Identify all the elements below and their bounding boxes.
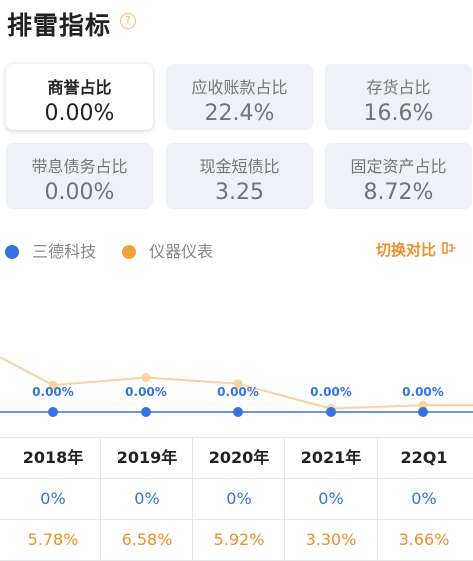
header-cell: 2018年	[22, 448, 84, 467]
industry-point[interactable]	[48, 380, 58, 390]
legend-item-industry[interactable]: 仪器仪表	[122, 238, 213, 262]
table-cell: 3.30%	[284, 520, 377, 560]
card-label: 带息债务占比	[31, 157, 128, 176]
card-goodwill-ratio[interactable]: 商誉占比 0.00%	[6, 64, 153, 130]
table-cell: 6.58%	[100, 520, 193, 560]
legend-dot-orange	[122, 245, 136, 259]
card-fixed-assets-ratio[interactable]: 固定资产占比 8.72%	[325, 143, 472, 209]
table-cell: 0%	[40, 489, 66, 508]
company-data-label: 0.00%	[125, 385, 167, 399]
industry-point[interactable]	[141, 372, 151, 382]
card-receivables-ratio[interactable]: 应收账款占比 22.4%	[166, 64, 313, 130]
card-label: 现金短债比	[199, 157, 280, 176]
table-cell: 0%	[284, 479, 377, 519]
card-label: 存货占比	[366, 78, 431, 97]
card-value: 0.00%	[44, 180, 115, 205]
company-data-label: 0.00%	[217, 385, 259, 399]
table-row: 5.78% 6.58% 5.92% 3.30% 3.66%	[0, 519, 473, 561]
company-point[interactable]	[326, 407, 336, 417]
legend-dot-blue	[5, 245, 19, 259]
card-cash-short-debt-ratio[interactable]: 现金短债比 3.25	[166, 143, 313, 209]
table-cell: 5.78%	[27, 530, 79, 549]
card-value: 0.00%	[44, 101, 115, 126]
trend-chart: 0.00% 0.00% 0.00% 0.00% 0.00%	[0, 356, 473, 417]
company-data-label: 0.00%	[402, 385, 444, 399]
card-value: 8.72%	[363, 180, 434, 205]
table-cell: 5.92%	[192, 520, 285, 560]
company-data-label: 0.00%	[310, 385, 352, 399]
data-table: 2018年 2019年 2020年 2021年 22Q1 0% 0% 0% 0%…	[0, 437, 473, 561]
switch-compare-label: 切换对比	[375, 241, 436, 259]
table-cell: 0%	[192, 479, 285, 519]
card-inventory-ratio[interactable]: 存货占比 16.6%	[325, 64, 472, 130]
compare-icon	[441, 241, 455, 259]
switch-compare-button[interactable]: 切换对比	[376, 239, 455, 260]
page-title: 排雷指标	[7, 11, 112, 40]
card-value: 3.25	[215, 180, 264, 205]
company-point[interactable]	[418, 407, 428, 417]
table-row: 0% 0% 0% 0% 0%	[0, 478, 473, 519]
industry-point[interactable]	[418, 400, 428, 410]
company-point[interactable]	[141, 407, 151, 417]
card-value: 22.4%	[204, 101, 275, 126]
card-label: 应收账款占比	[191, 78, 288, 97]
header-cell: 22Q1	[377, 438, 470, 478]
table-cell: 0%	[377, 479, 470, 519]
industry-point[interactable]	[233, 379, 243, 389]
card-value: 16.6%	[363, 101, 434, 126]
header-cell: 2021年	[284, 438, 377, 478]
card-label: 商誉占比	[47, 78, 112, 97]
card-interest-debt-ratio[interactable]: 带息债务占比 0.00%	[6, 143, 153, 209]
help-icon[interactable]: ?	[120, 13, 136, 29]
card-label: 固定资产占比	[350, 157, 447, 176]
company-data-label: 0.00%	[32, 385, 74, 399]
legend-label: 三德科技	[32, 242, 97, 261]
header-cell: 2019年	[100, 438, 193, 478]
company-point[interactable]	[233, 407, 243, 417]
company-point[interactable]	[48, 407, 58, 417]
table-cell: 3.66%	[377, 520, 470, 560]
table-header-row: 2018年 2019年 2020年 2021年 22Q1	[0, 437, 473, 478]
table-cell: 0%	[100, 479, 193, 519]
legend-item-company[interactable]: 三德科技	[5, 238, 96, 262]
header-cell: 2020年	[192, 438, 285, 478]
legend-label: 仪器仪表	[149, 242, 214, 261]
